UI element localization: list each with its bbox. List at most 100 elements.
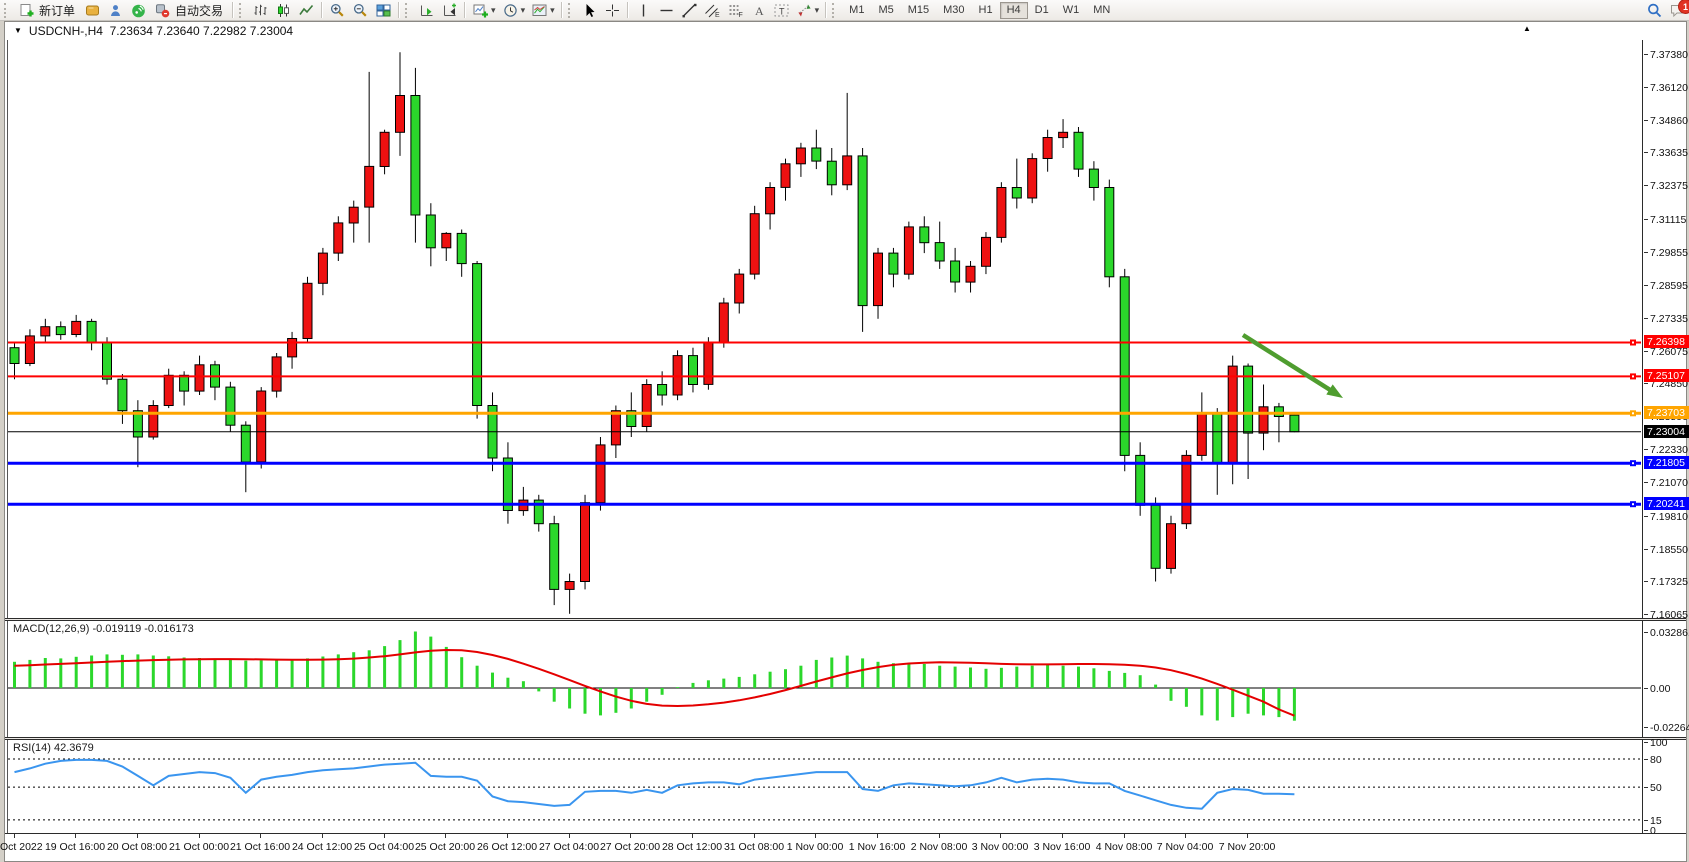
fibonacci-button[interactable]: F [724,1,747,19]
macd-tick-label: -0.022641 [1650,722,1689,734]
tf-mn[interactable]: MN [1086,2,1117,19]
zoom-in-button[interactable] [326,1,349,19]
market-watch-button[interactable] [81,1,104,19]
trendline-button[interactable] [678,1,701,19]
price-tick-label: 7.27335 [1650,313,1688,325]
rsi-axis[interactable]: 100 80 50 15 0 [1644,737,1686,837]
time-label: 3 Nov 00:00 [971,841,1029,853]
autotrading-button[interactable]: 自动交易 [150,1,229,19]
chevron-down-icon[interactable]: ▾ [814,4,820,15]
auto-scroll-button[interactable] [415,1,438,19]
tf-h4[interactable]: H4 [999,1,1028,19]
periods-button[interactable]: ▾ [499,1,529,19]
rsi-canvas[interactable] [7,740,1643,833]
fibo-icon: F [727,3,744,18]
new-order-button[interactable]: 新订单 [14,1,81,19]
rsi-tick-label: 0 [1650,825,1656,837]
time-label: 21 Oct 00:00 [168,841,230,853]
price-axis-tick [1644,581,1648,582]
chevron-down-icon[interactable]: ▾ [550,4,555,15]
notifications-button[interactable]: 1 [1666,0,1689,19]
tf-m5[interactable]: M5 [871,2,900,19]
toolbar: 新订单 自动交易 ▾ ▾ ▾ E F A T ▾ M1 M5 M15 M30 H1 H4 D1 W1 MN 1 [0,0,1689,21]
tile-windows-button[interactable] [372,1,395,19]
time-axis-tick [507,834,508,838]
price-axis-tick [1644,482,1648,483]
price-tick-label: 7.36120 [1650,82,1688,94]
pane-splitter[interactable] [5,618,1686,621]
toolbar-grip[interactable] [4,2,11,18]
zoom-out-button[interactable] [349,1,372,19]
toolbar-grip[interactable] [239,2,246,18]
time-axis-tick [754,834,755,838]
price-tick-label: 7.33635 [1650,147,1688,159]
toolbar-grip[interactable] [567,2,575,18]
text-label-button[interactable]: T [770,1,793,19]
chevron-down-icon[interactable]: ▾ [520,4,526,15]
signal-icon [130,3,147,18]
arrows-icon [796,3,813,18]
macd-pane: MACD(12,26,9) -0.019119 -0.016173 0.0328… [5,621,1689,737]
time-label: 2 Nov 08:00 [910,841,968,853]
tf-m15[interactable]: M15 [901,2,936,19]
data-window-button[interactable] [104,1,127,19]
time-label: 25 Oct 20:00 [414,841,476,853]
time-axis-tick [1000,834,1001,838]
equidistant-channel-button[interactable]: E [701,1,724,19]
price-tick-label: 7.22330 [1650,444,1688,456]
time-label: 25 Oct 04:00 [353,841,415,853]
rsi-axis-tick [1644,830,1648,831]
time-label: 24 Oct 12:00 [291,841,353,853]
time-axis-tick [1124,834,1125,838]
price-tick-label: 7.17325 [1650,576,1688,588]
macd-axis[interactable]: 0.032861 0.00 -0.022641 [1644,621,1689,737]
svg-text:F: F [738,12,742,18]
chevron-down-icon[interactable]: ▾ [491,4,496,15]
chart-shift-button[interactable] [438,1,461,19]
tf-w1[interactable]: W1 [1056,2,1087,19]
signals-button[interactable] [127,1,150,19]
new-chart-button[interactable]: ▾ [469,1,499,19]
price-tick-label: 7.28595 [1650,280,1688,292]
candlestick-chart-button[interactable] [272,1,295,19]
pane-splitter[interactable] [5,737,1686,740]
price-axis-tick [1644,185,1648,186]
toolbar-separator [232,2,235,18]
price-axis[interactable]: 7.37380 7.36120 7.34860 7.33635 7.32375 7.311… [1644,40,1689,621]
tf-m1[interactable]: M1 [842,2,871,19]
price-axis-tick [1644,219,1648,220]
chart-plus-icon [472,3,489,18]
arrows-button[interactable]: ▾ [793,1,823,19]
vertical-line-button[interactable] [632,1,655,19]
rsi-tick-label: 50 [1650,782,1662,794]
tf-h1[interactable]: H1 [972,2,1000,19]
toolbar-grip[interactable] [405,2,412,18]
text-button[interactable]: A [747,1,770,19]
price-tick-label: 7.37380 [1650,49,1688,61]
rsi-axis-tick [1644,820,1648,821]
crosshair-button[interactable] [601,1,624,19]
price-axis-tick [1644,351,1648,352]
collapse-triangle-icon[interactable]: ▼ [14,26,22,35]
toolbar-separator [626,2,629,18]
time-axis-tick [322,834,323,838]
price-tick-label: 7.32375 [1650,180,1688,192]
macd-canvas[interactable] [7,621,1643,737]
time-axis-tick [1062,834,1063,838]
tf-d1[interactable]: D1 [1028,2,1056,19]
rsi-axis-tick [1644,787,1648,788]
search-button[interactable] [1643,1,1666,19]
price-axis-tick [1644,318,1648,319]
tf-m30[interactable]: M30 [936,2,971,19]
time-label: 7 Nov 04:00 [1156,841,1214,853]
horizontal-line-button[interactable] [655,1,678,19]
templates-button[interactable]: ▾ [528,1,558,19]
toolbar-grip[interactable] [832,2,839,18]
bar-chart-button[interactable] [249,1,272,19]
line-chart-button[interactable] [295,1,318,19]
person-icon [107,3,124,18]
time-axis-tick [1185,834,1186,838]
price-chart-canvas[interactable] [7,40,1643,618]
cursor-button[interactable] [578,1,601,19]
